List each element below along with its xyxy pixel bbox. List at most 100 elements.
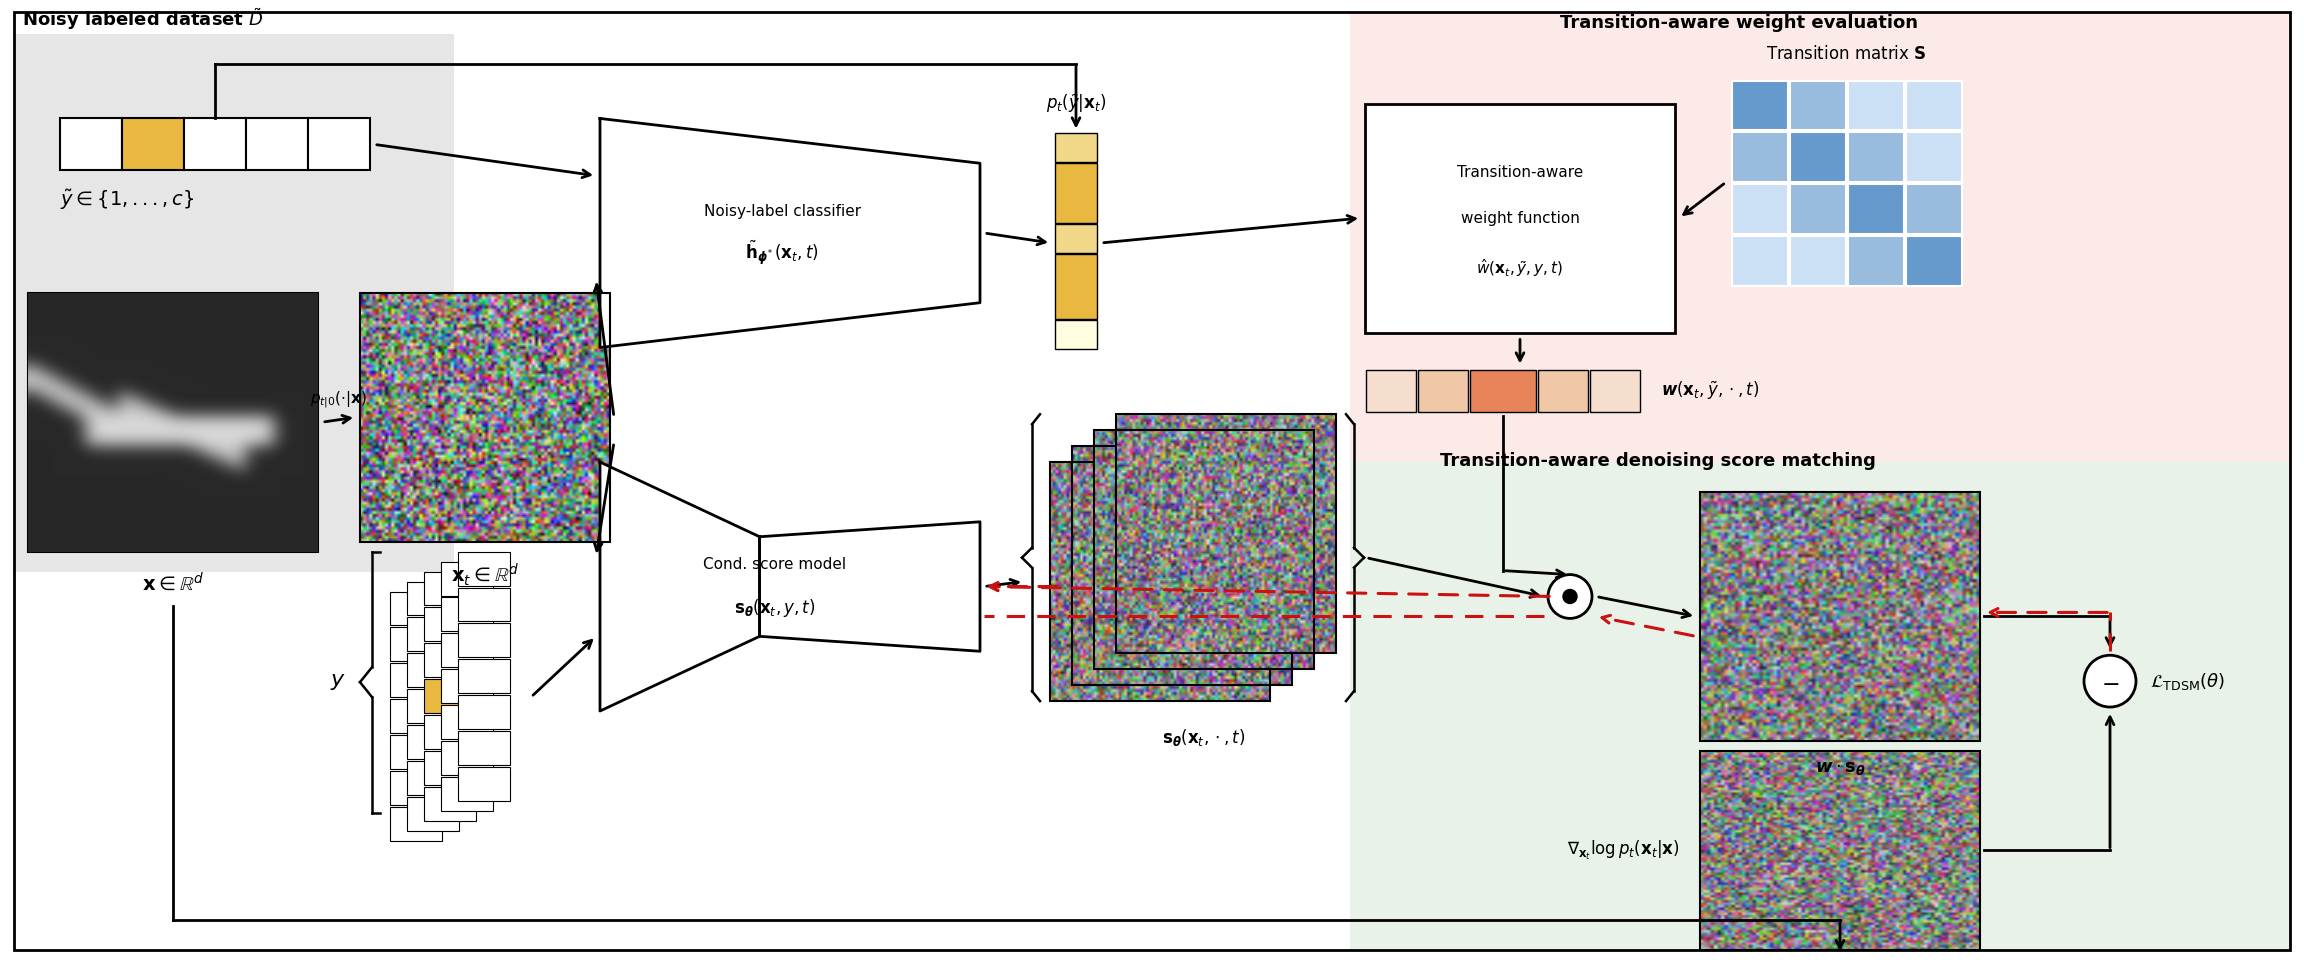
Bar — [389, 591, 442, 625]
Bar — [1848, 184, 1903, 234]
Text: $\boldsymbol{w} \cdot \mathbf{s}_{\boldsymbol{\theta}}$: $\boldsymbol{w} \cdot \mathbf{s}_{\bolds… — [1816, 759, 1866, 777]
Bar — [458, 695, 509, 729]
Bar — [424, 679, 477, 713]
Bar — [1848, 236, 1903, 286]
Polygon shape — [599, 118, 979, 348]
Bar — [1790, 236, 1846, 286]
Bar — [1790, 184, 1846, 234]
Bar — [1055, 254, 1097, 319]
Bar — [458, 660, 509, 693]
Bar — [424, 751, 477, 785]
Bar — [1115, 414, 1336, 653]
Bar — [1055, 224, 1097, 253]
Bar — [1590, 371, 1640, 412]
Bar — [1366, 371, 1417, 412]
Text: Noisy-label classifier: Noisy-label classifier — [703, 203, 862, 219]
Bar — [458, 731, 509, 765]
Bar — [389, 664, 442, 697]
Text: weight function: weight function — [1461, 211, 1581, 225]
Bar — [440, 777, 493, 811]
Bar — [408, 725, 458, 759]
Bar — [389, 627, 442, 662]
Text: $\hat{w}(\mathbf{x}_t, \tilde{y}, y, t)$: $\hat{w}(\mathbf{x}_t, \tilde{y}, y, t)$ — [1477, 257, 1564, 279]
Bar — [408, 761, 458, 794]
Bar — [1790, 132, 1846, 182]
Bar — [1848, 132, 1903, 182]
Bar — [389, 735, 442, 768]
Bar — [424, 572, 477, 606]
Bar — [1733, 81, 1788, 130]
Bar — [1700, 492, 1979, 741]
Bar — [1700, 751, 1979, 950]
Bar — [458, 552, 509, 586]
Bar — [247, 118, 309, 170]
Bar — [440, 597, 493, 632]
Bar — [1094, 430, 1313, 669]
Bar — [1350, 12, 2290, 470]
Circle shape — [1562, 589, 1576, 604]
Bar — [408, 796, 458, 830]
Bar — [440, 634, 493, 667]
Bar — [1350, 462, 2290, 950]
Text: $\tilde{\mathbf{h}}_{\boldsymbol{\phi}^*}(\mathbf{x}_t, t)$: $\tilde{\mathbf{h}}_{\boldsymbol{\phi}^*… — [746, 239, 820, 267]
Text: Noisy labeled dataset $\tilde{D}$: Noisy labeled dataset $\tilde{D}$ — [23, 7, 265, 32]
Text: $\boldsymbol{w}(\mathbf{x}_t, \tilde{y}, \cdot, t)$: $\boldsymbol{w}(\mathbf{x}_t, \tilde{y},… — [1661, 380, 1760, 403]
Text: Transition-aware denoising score matching: Transition-aware denoising score matchin… — [1440, 452, 1875, 470]
Bar — [458, 623, 509, 658]
Bar — [408, 617, 458, 651]
Bar — [440, 741, 493, 775]
Bar — [389, 699, 442, 733]
Bar — [408, 653, 458, 688]
Bar — [1905, 184, 1963, 234]
Bar — [458, 767, 509, 800]
Bar — [408, 690, 458, 723]
Bar — [28, 293, 318, 552]
Bar — [424, 787, 477, 820]
Bar — [1790, 81, 1846, 130]
Text: $-$: $-$ — [2101, 673, 2120, 693]
Bar — [1055, 320, 1097, 349]
Text: Transition matrix $\mathbf{S}$: Transition matrix $\mathbf{S}$ — [1765, 44, 1926, 63]
Bar — [424, 715, 477, 749]
Text: $p_t(\tilde{y}|\mathbf{x}_t)$: $p_t(\tilde{y}|\mathbf{x}_t)$ — [1046, 93, 1106, 116]
Bar — [359, 293, 611, 542]
Bar — [1055, 164, 1097, 223]
Bar — [14, 34, 454, 572]
Text: Transition-aware: Transition-aware — [1456, 165, 1583, 180]
Polygon shape — [599, 462, 760, 711]
Bar — [440, 561, 493, 595]
Bar — [1733, 184, 1788, 234]
Text: $\mathcal{L}_{\mathrm{TDSM}}(\theta)$: $\mathcal{L}_{\mathrm{TDSM}}(\theta)$ — [2150, 670, 2226, 691]
Bar — [1364, 103, 1675, 332]
Polygon shape — [760, 522, 979, 651]
Bar — [1055, 134, 1097, 163]
Text: $\tilde{y} \in \{1,...,c\}$: $\tilde{y} \in \{1,...,c\}$ — [60, 188, 194, 212]
Circle shape — [1548, 575, 1592, 618]
Bar — [1051, 462, 1270, 701]
Bar — [1071, 446, 1293, 685]
Bar — [424, 643, 477, 677]
Text: $y$: $y$ — [329, 672, 346, 692]
Bar — [458, 587, 509, 621]
Bar — [122, 118, 184, 170]
Bar — [1733, 236, 1788, 286]
Bar — [424, 608, 477, 641]
Text: $\nabla_{\mathbf{x}_t} \log p_t(\mathbf{x}_t|\mathbf{x})$: $\nabla_{\mathbf{x}_t} \log p_t(\mathbf{… — [1567, 839, 1680, 862]
Bar — [1905, 81, 1963, 130]
Bar — [1905, 132, 1963, 182]
Bar — [1539, 371, 1587, 412]
Text: $p_{t|0}(\cdot|\mathbf{x})$: $p_{t|0}(\cdot|\mathbf{x})$ — [311, 389, 369, 410]
Bar — [60, 118, 122, 170]
Bar — [440, 705, 493, 739]
Text: Transition-aware weight evaluation: Transition-aware weight evaluation — [1560, 13, 1917, 32]
Bar — [389, 770, 442, 805]
Text: $\mathbf{x} \in \mathbb{R}^d$: $\mathbf{x} \in \mathbb{R}^d$ — [143, 572, 205, 594]
Bar — [1733, 132, 1788, 182]
Bar — [408, 582, 458, 615]
Bar — [309, 118, 371, 170]
Bar — [1470, 371, 1537, 412]
Text: $\mathbf{s}_{\boldsymbol{\theta}}(\mathbf{x}_t, y, t)$: $\mathbf{s}_{\boldsymbol{\theta}}(\mathb… — [735, 597, 816, 619]
Bar — [1417, 371, 1468, 412]
Text: Cond. score model: Cond. score model — [703, 558, 846, 572]
Circle shape — [2085, 655, 2136, 707]
